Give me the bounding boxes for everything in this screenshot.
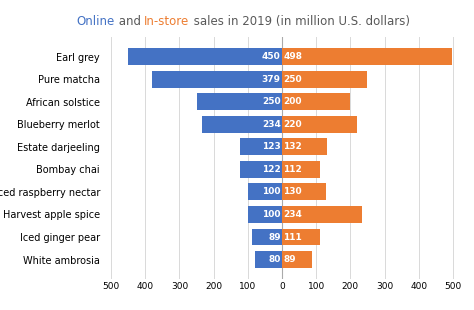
Bar xyxy=(282,138,327,155)
Text: 234: 234 xyxy=(283,210,302,219)
Bar xyxy=(248,206,282,223)
Bar xyxy=(153,71,282,88)
Text: 234: 234 xyxy=(262,120,281,129)
Text: 80: 80 xyxy=(268,255,281,264)
Text: 111: 111 xyxy=(283,232,302,241)
Bar xyxy=(197,93,282,110)
Text: 498: 498 xyxy=(283,52,302,61)
Bar xyxy=(128,48,282,65)
Bar xyxy=(240,161,282,178)
Text: 250: 250 xyxy=(283,75,302,84)
Bar xyxy=(252,228,282,246)
Bar xyxy=(282,71,367,88)
Text: 132: 132 xyxy=(283,142,302,151)
Text: 130: 130 xyxy=(283,188,302,197)
Bar xyxy=(282,206,362,223)
Bar xyxy=(282,228,320,246)
Bar xyxy=(202,116,282,133)
Text: 379: 379 xyxy=(262,75,281,84)
Text: 200: 200 xyxy=(283,97,302,106)
Bar xyxy=(248,184,282,200)
Text: Online: Online xyxy=(76,15,115,28)
Bar xyxy=(255,251,282,268)
Text: 250: 250 xyxy=(262,97,281,106)
Bar xyxy=(282,48,452,65)
Text: and: and xyxy=(115,15,144,28)
Text: 100: 100 xyxy=(262,188,281,197)
Text: 89: 89 xyxy=(268,232,281,241)
Bar xyxy=(282,251,312,268)
Text: 122: 122 xyxy=(262,165,281,174)
Text: In-store: In-store xyxy=(144,15,190,28)
Bar xyxy=(240,138,282,155)
Text: 220: 220 xyxy=(283,120,302,129)
Text: 123: 123 xyxy=(262,142,281,151)
Text: 112: 112 xyxy=(283,165,302,174)
Text: sales in 2019 (in million U.S. dollars): sales in 2019 (in million U.S. dollars) xyxy=(190,15,410,28)
Text: 100: 100 xyxy=(262,210,281,219)
Bar xyxy=(282,116,357,133)
Bar xyxy=(282,184,327,200)
Text: 89: 89 xyxy=(283,255,296,264)
Text: 450: 450 xyxy=(262,52,281,61)
Bar xyxy=(282,93,350,110)
Bar xyxy=(282,161,320,178)
